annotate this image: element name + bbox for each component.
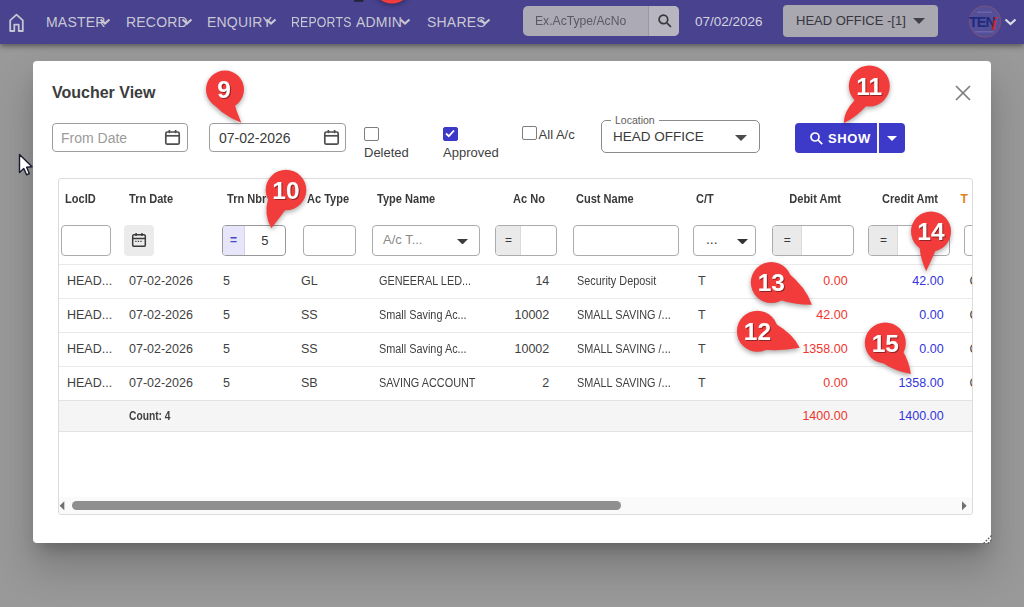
svg-text:i: i bbox=[992, 13, 998, 34]
